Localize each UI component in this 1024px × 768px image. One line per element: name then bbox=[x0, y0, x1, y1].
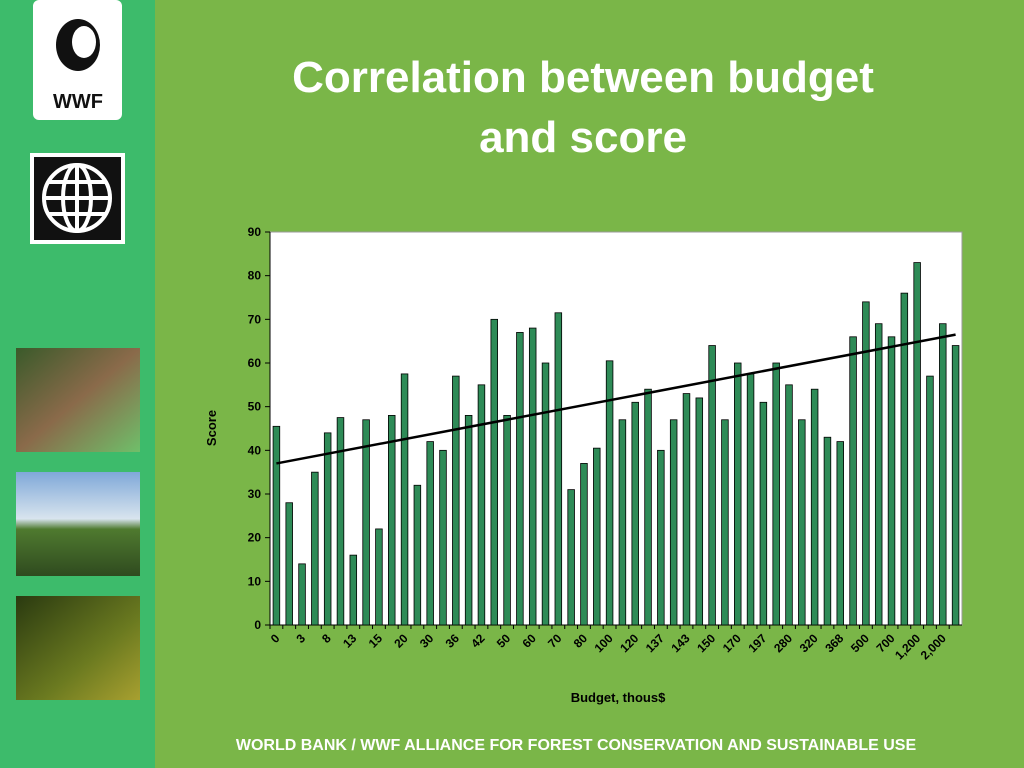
bar bbox=[913, 262, 921, 626]
bar bbox=[439, 449, 447, 626]
bar bbox=[567, 489, 575, 626]
bar bbox=[618, 419, 627, 626]
bar bbox=[298, 563, 306, 626]
bar bbox=[311, 471, 319, 626]
bar bbox=[772, 362, 780, 626]
bar bbox=[695, 397, 704, 626]
photo-frog bbox=[16, 596, 140, 700]
bar bbox=[285, 502, 293, 626]
bar bbox=[836, 441, 844, 626]
bar bbox=[516, 332, 524, 626]
bar bbox=[849, 336, 857, 626]
bar bbox=[375, 528, 383, 626]
bar bbox=[669, 419, 678, 626]
y-axis-label: Score bbox=[204, 410, 219, 446]
trendline bbox=[276, 333, 956, 465]
bar bbox=[477, 384, 486, 626]
bar bbox=[503, 414, 511, 626]
bar bbox=[926, 375, 934, 626]
bar bbox=[528, 327, 537, 626]
bar bbox=[746, 373, 755, 626]
bar bbox=[951, 345, 960, 626]
bar bbox=[810, 388, 819, 626]
bar bbox=[708, 345, 716, 626]
bar bbox=[798, 419, 806, 626]
bar bbox=[400, 373, 409, 626]
bar bbox=[362, 419, 370, 626]
logo-text: WWF bbox=[53, 91, 103, 113]
chart-title: and score bbox=[479, 113, 687, 162]
bar bbox=[388, 414, 396, 626]
bar bbox=[272, 425, 281, 626]
bar bbox=[541, 362, 550, 626]
y-tick-label: 10 bbox=[248, 574, 262, 588]
bar bbox=[862, 301, 870, 626]
y-tick-label: 50 bbox=[248, 400, 262, 414]
bar bbox=[349, 554, 358, 626]
photo-tree bbox=[16, 472, 140, 576]
footer: WORLD BANK / WWF ALLIANCE FOR FOREST CON… bbox=[236, 737, 917, 754]
y-tick-label: 0 bbox=[254, 618, 261, 632]
bar bbox=[657, 449, 665, 626]
y-tick-label: 70 bbox=[248, 312, 262, 326]
bar bbox=[593, 447, 601, 626]
x-axis-label: Budget, thous$ bbox=[571, 690, 666, 705]
photo-person bbox=[16, 348, 140, 452]
bar bbox=[644, 388, 652, 626]
y-tick-label: 20 bbox=[248, 531, 262, 545]
bar bbox=[323, 432, 332, 626]
y-tick-label: 80 bbox=[248, 269, 262, 283]
bar bbox=[605, 360, 614, 626]
y-tick-label: 40 bbox=[248, 443, 262, 457]
panda-face bbox=[72, 26, 96, 58]
bar bbox=[336, 417, 345, 626]
y-tick-label: 90 bbox=[248, 225, 262, 239]
bar bbox=[452, 375, 460, 626]
bar bbox=[426, 441, 434, 626]
y-tick-label: 60 bbox=[248, 356, 262, 370]
bar bbox=[413, 484, 422, 626]
bar bbox=[631, 401, 639, 626]
bar bbox=[682, 393, 691, 626]
bar bbox=[900, 292, 909, 626]
globe bbox=[42, 163, 112, 233]
bar bbox=[785, 384, 793, 626]
bar bbox=[490, 318, 498, 626]
bar bbox=[464, 414, 473, 626]
bar bbox=[734, 362, 742, 626]
bar bbox=[874, 323, 883, 626]
plot-area bbox=[269, 231, 963, 626]
bar bbox=[823, 436, 832, 626]
y-tick-label: 30 bbox=[248, 487, 262, 501]
bar bbox=[887, 336, 896, 626]
bar bbox=[759, 401, 768, 626]
bar bbox=[580, 463, 588, 626]
bar bbox=[554, 312, 563, 626]
bar bbox=[939, 323, 947, 626]
chart-title: Correlation between budget bbox=[292, 53, 874, 102]
bar bbox=[721, 419, 729, 626]
